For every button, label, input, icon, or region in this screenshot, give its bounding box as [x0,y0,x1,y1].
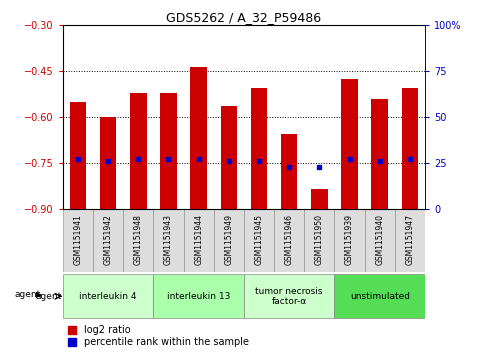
Text: agent: agent [35,292,61,301]
Text: GSM1151941: GSM1151941 [73,214,83,265]
FancyBboxPatch shape [63,274,154,318]
Text: interleukin 13: interleukin 13 [167,292,230,301]
Text: interleukin 4: interleukin 4 [79,292,137,301]
Text: GSM1151950: GSM1151950 [315,214,324,265]
Text: GSM1151944: GSM1151944 [194,214,203,265]
Bar [371,99,388,209]
Bar [130,93,146,209]
Text: agent: agent [14,290,41,298]
Text: GSM1151948: GSM1151948 [134,214,143,265]
FancyBboxPatch shape [154,209,184,272]
Bar [221,106,237,209]
Text: GSM1151942: GSM1151942 [103,214,113,265]
FancyBboxPatch shape [334,209,365,272]
Bar [190,67,207,209]
FancyBboxPatch shape [244,274,334,318]
Title: GDS5262 / A_32_P59486: GDS5262 / A_32_P59486 [166,11,322,24]
Legend: log2 ratio, percentile rank within the sample: log2 ratio, percentile rank within the s… [68,325,249,347]
Bar [341,79,358,209]
Bar [100,117,116,209]
Text: GSM1151949: GSM1151949 [224,214,233,265]
Bar [402,88,418,209]
Bar [281,134,298,209]
FancyBboxPatch shape [244,209,274,272]
FancyBboxPatch shape [334,274,425,318]
Bar [70,102,86,209]
FancyBboxPatch shape [93,209,123,272]
Bar [311,189,327,209]
Text: GSM1151946: GSM1151946 [284,214,294,265]
FancyBboxPatch shape [274,209,304,272]
FancyBboxPatch shape [63,209,93,272]
FancyBboxPatch shape [213,209,244,272]
FancyBboxPatch shape [123,209,154,272]
FancyBboxPatch shape [154,274,244,318]
Bar [160,93,177,209]
Text: GSM1151945: GSM1151945 [255,214,264,265]
Text: ▶: ▶ [36,290,43,298]
Text: GSM1151940: GSM1151940 [375,214,384,265]
Bar [251,88,267,209]
FancyBboxPatch shape [184,209,213,272]
Text: GSM1151939: GSM1151939 [345,214,354,265]
Text: tumor necrosis
factor-α: tumor necrosis factor-α [256,286,323,306]
FancyBboxPatch shape [395,209,425,272]
Text: GSM1151943: GSM1151943 [164,214,173,265]
FancyBboxPatch shape [365,209,395,272]
FancyBboxPatch shape [304,209,334,272]
Text: unstimulated: unstimulated [350,292,410,301]
Text: GSM1151947: GSM1151947 [405,214,414,265]
